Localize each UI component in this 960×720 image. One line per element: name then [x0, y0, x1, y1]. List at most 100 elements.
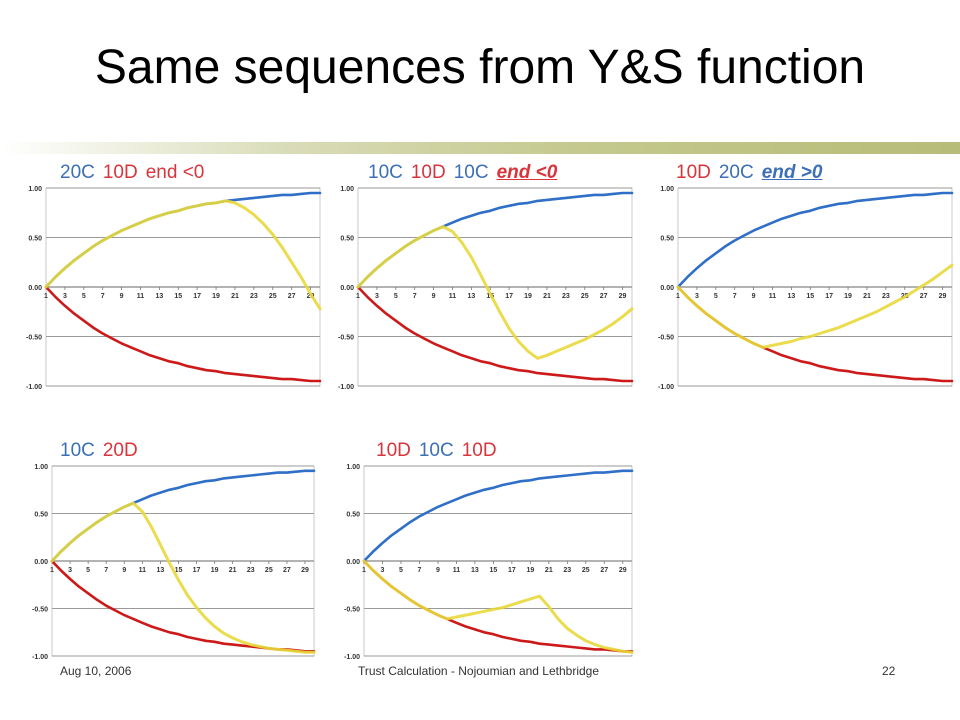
- series-line-red: [44, 285, 322, 383]
- chart-label-part: 10D: [461, 440, 497, 461]
- y-tick-label: 0.00: [660, 285, 674, 292]
- x-tick-label: 21: [229, 567, 237, 574]
- x-tick-label: 17: [193, 293, 201, 300]
- chart-20c-10d: 1.000.500.00-0.50-1.001 3 5 7 9 11 13 15 17 19 21 2…: [16, 180, 328, 394]
- series-line-yellow: [676, 263, 954, 349]
- slide-title: Same sequences from Y&S function: [94, 41, 866, 94]
- chart-label-part: 10C: [453, 162, 489, 183]
- x-tick-label: 23: [562, 293, 570, 300]
- x-tick-label: 23: [563, 567, 571, 574]
- y-tick-label: -1.00: [658, 384, 674, 391]
- y-tick-label: 0.50: [660, 236, 674, 243]
- chart-label-10d-10c-10d: 10D 10C 10D: [376, 440, 497, 462]
- page-number: 22: [882, 664, 896, 678]
- x-tick-label: 3: [381, 567, 385, 574]
- x-tick-label: 19: [844, 293, 852, 300]
- x-tick-label: 17: [825, 293, 833, 300]
- chart-label-part: 20C: [718, 162, 754, 183]
- x-tick-label: 19: [524, 293, 532, 300]
- x-tick-label: 1: [50, 567, 54, 574]
- chart-label-part: 10D: [676, 162, 711, 183]
- x-tick-label: 27: [920, 293, 928, 300]
- y-tick-label: -1.00: [32, 654, 48, 661]
- x-tick-label: 1: [676, 293, 680, 300]
- x-tick-label: 27: [283, 567, 291, 574]
- x-tick-label: 5: [394, 293, 398, 300]
- y-tick-label: 0.00: [346, 559, 360, 566]
- x-tick-label: 15: [489, 567, 497, 574]
- chart-label-part: 10D: [102, 162, 138, 183]
- chart-label-part: end >0: [761, 162, 823, 183]
- chart-label-part: 10D: [410, 162, 446, 183]
- y-tick-label: 0.50: [34, 512, 48, 519]
- x-tick-label: 1: [44, 293, 48, 300]
- chart-label-part: 20C: [60, 162, 95, 183]
- x-tick-label: 5: [82, 293, 86, 300]
- x-tick-label: 27: [288, 293, 296, 300]
- x-tick-label: 5: [86, 567, 90, 574]
- y-tick-label: 1.00: [28, 186, 42, 193]
- x-tick-label: 13: [467, 293, 475, 300]
- chart-label-part: 10D: [376, 440, 411, 461]
- series-line-blue: [362, 469, 634, 563]
- x-tick-label: 11: [449, 293, 457, 300]
- chart-label-part: end <0: [145, 162, 205, 183]
- footer-title: Trust Calculation - Nojoumian and Lethbr…: [358, 664, 600, 678]
- x-tick-label: 15: [806, 293, 814, 300]
- y-tick-label: 1.00: [346, 464, 360, 471]
- series-line-blue: [676, 191, 954, 289]
- x-tick-label: 7: [733, 293, 737, 300]
- x-tick-label: 9: [752, 293, 756, 300]
- x-tick-label: 11: [137, 293, 145, 300]
- x-tick-label: 27: [600, 293, 608, 300]
- x-tick-label: 25: [265, 567, 273, 574]
- x-tick-label: 17: [505, 293, 513, 300]
- x-tick-label: 23: [250, 293, 258, 300]
- x-tick-label: 7: [413, 293, 417, 300]
- y-tick-label: 1.00: [340, 186, 354, 193]
- y-tick-label: -1.00: [344, 654, 360, 661]
- x-tick-label: 7: [104, 567, 108, 574]
- chart-label-10d-20c: 10D 20C end >0: [676, 162, 822, 184]
- chart-label-part: 10C: [368, 162, 403, 183]
- x-tick-label: 7: [417, 567, 421, 574]
- x-tick-label: 3: [695, 293, 699, 300]
- y-tick-label: 0.50: [340, 236, 354, 243]
- x-tick-label: 13: [787, 293, 795, 300]
- x-tick-label: 29: [619, 293, 627, 300]
- y-tick-label: -1.00: [26, 384, 42, 391]
- chart-10c-10d-10c: 1.000.500.00-0.50-1.001 3 5 7 9 11 13 15 17 19 21 2…: [328, 180, 640, 394]
- title-divider-bar: [0, 142, 960, 154]
- x-tick-label: 17: [193, 567, 201, 574]
- y-tick-label: 1.00: [34, 464, 48, 471]
- y-tick-label: 0.00: [340, 285, 354, 292]
- x-tick-label: 15: [175, 567, 183, 574]
- x-tick-label: 9: [122, 567, 126, 574]
- x-tick-label: 9: [436, 567, 440, 574]
- x-tick-label: 13: [155, 293, 163, 300]
- x-tick-label: 25: [582, 567, 590, 574]
- x-tick-label: 13: [157, 567, 165, 574]
- x-tick-label: 9: [120, 293, 124, 300]
- x-tick-label: 21: [231, 293, 239, 300]
- y-tick-label: -0.50: [26, 335, 42, 342]
- y-tick-label: -0.50: [658, 335, 674, 342]
- x-tick-label: 19: [526, 567, 534, 574]
- x-tick-label: 23: [247, 567, 255, 574]
- y-tick-label: 0.00: [28, 285, 42, 292]
- x-tick-label: 1: [362, 567, 366, 574]
- x-tick-label: 15: [174, 293, 182, 300]
- chart-label-10c-20d: 10C 20D: [60, 440, 138, 462]
- x-tick-label: 1: [356, 293, 360, 300]
- chart-label-10c-10d-10c: 10C 10D 10C end <0: [368, 162, 557, 184]
- x-tick-label: 11: [453, 567, 461, 574]
- chart-label-part: 10C: [60, 440, 95, 461]
- chart-label-part: end <0: [496, 162, 558, 183]
- x-tick-label: 9: [432, 293, 436, 300]
- series-line-yellow: [44, 199, 322, 311]
- y-tick-label: -0.50: [32, 607, 48, 614]
- footer-date: Aug 10, 2006: [60, 664, 132, 678]
- y-tick-label: -0.50: [338, 335, 354, 342]
- y-tick-label: 0.50: [346, 512, 360, 519]
- x-tick-label: 27: [600, 567, 608, 574]
